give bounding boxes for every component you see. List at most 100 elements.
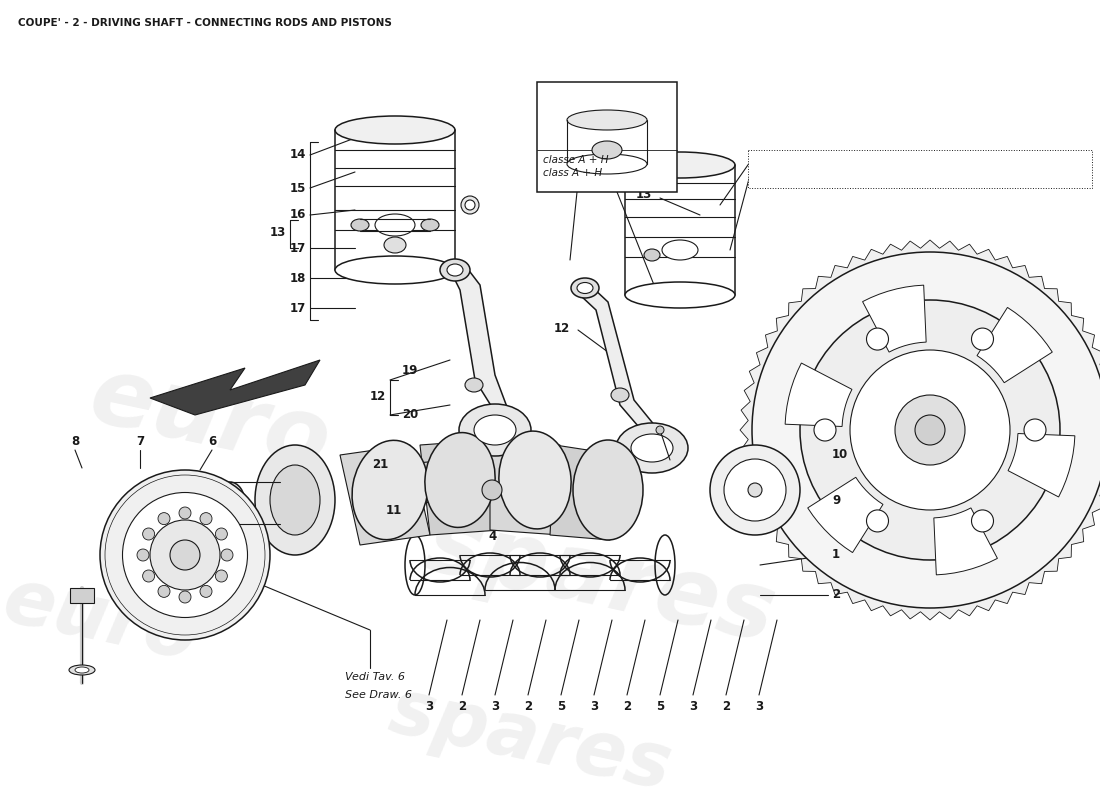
Ellipse shape [724,459,786,521]
Text: 8: 8 [70,435,79,448]
Polygon shape [450,268,510,420]
Polygon shape [550,445,620,540]
Text: 12: 12 [370,390,386,402]
Text: 17: 17 [289,302,306,314]
Text: 7: 7 [136,435,144,448]
Ellipse shape [421,219,439,231]
Ellipse shape [625,152,735,178]
Ellipse shape [971,510,993,532]
Ellipse shape [336,116,455,144]
Ellipse shape [482,480,502,500]
Text: 5: 5 [656,700,664,713]
Text: 13: 13 [270,226,286,239]
Ellipse shape [100,470,270,640]
Ellipse shape [69,665,95,675]
Ellipse shape [459,404,531,456]
Ellipse shape [425,433,495,527]
Text: 12: 12 [553,322,570,334]
Ellipse shape [440,259,470,281]
Ellipse shape [850,350,1010,510]
Ellipse shape [631,434,673,462]
Ellipse shape [465,378,483,392]
Ellipse shape [710,445,800,535]
Text: class A + H: class A + H [543,168,602,178]
Ellipse shape [351,219,369,231]
Text: Vedi Tav. 23 - See Draw. 23: Vedi Tav. 23 - See Draw. 23 [755,175,907,185]
Ellipse shape [644,249,660,261]
Ellipse shape [867,510,889,532]
Text: 6: 6 [208,435,216,448]
Ellipse shape [814,419,836,441]
Ellipse shape [752,252,1100,608]
Ellipse shape [573,440,644,540]
Ellipse shape [447,264,463,276]
Ellipse shape [179,507,191,519]
Polygon shape [580,287,660,440]
Ellipse shape [221,549,233,561]
Ellipse shape [143,528,155,540]
Text: 13: 13 [636,189,652,202]
Text: 1: 1 [832,549,840,562]
Ellipse shape [971,328,993,350]
Text: 15: 15 [289,182,306,194]
Ellipse shape [143,570,155,582]
Polygon shape [934,508,998,575]
Text: 9: 9 [832,494,840,506]
Text: 3: 3 [491,700,499,713]
Ellipse shape [158,513,170,525]
Polygon shape [150,360,320,415]
Ellipse shape [571,278,600,298]
Ellipse shape [800,300,1060,560]
Text: 4: 4 [488,530,497,543]
Text: 3: 3 [755,700,763,713]
Text: 20: 20 [402,409,418,422]
Ellipse shape [461,196,478,214]
Ellipse shape [138,549,148,561]
FancyBboxPatch shape [748,150,1092,188]
Polygon shape [785,363,851,426]
FancyBboxPatch shape [537,82,676,192]
Text: Vedi Tav. 22 - See Draw. 22: Vedi Tav. 22 - See Draw. 22 [755,158,907,168]
Polygon shape [340,445,430,545]
Polygon shape [862,285,926,352]
Text: 14: 14 [289,149,306,162]
Ellipse shape [592,141,622,159]
Ellipse shape [375,214,415,236]
Ellipse shape [122,493,248,618]
Ellipse shape [179,591,191,603]
Ellipse shape [352,440,428,540]
Text: 2: 2 [458,700,466,713]
Ellipse shape [867,328,889,350]
Text: 2: 2 [722,700,730,713]
Ellipse shape [616,423,688,473]
Text: 3: 3 [689,700,697,713]
Ellipse shape [465,200,475,210]
Text: euro: euro [81,350,339,490]
Text: 2: 2 [623,700,631,713]
Ellipse shape [270,465,320,535]
Text: 3: 3 [425,700,433,713]
Text: 21: 21 [372,458,388,471]
Polygon shape [1008,434,1075,497]
Polygon shape [977,307,1053,382]
Ellipse shape [625,282,735,308]
Text: 16: 16 [289,209,306,222]
Text: 18: 18 [289,271,306,285]
Text: COUPE' - 2 - DRIVING SHAFT - CONNECTING RODS AND PISTONS: COUPE' - 2 - DRIVING SHAFT - CONNECTING … [18,18,392,28]
Text: 19: 19 [402,363,418,377]
Ellipse shape [216,570,228,582]
Ellipse shape [1024,419,1046,441]
Ellipse shape [748,483,762,497]
Polygon shape [740,240,1100,620]
Text: classe A + H: classe A + H [543,155,608,165]
Ellipse shape [578,282,593,294]
Ellipse shape [566,154,647,174]
Ellipse shape [158,586,170,598]
Text: 3: 3 [590,700,598,713]
Ellipse shape [662,240,698,260]
Ellipse shape [216,528,228,540]
Ellipse shape [474,415,516,445]
Ellipse shape [566,110,647,130]
Text: 5: 5 [557,700,565,713]
Ellipse shape [214,482,245,524]
